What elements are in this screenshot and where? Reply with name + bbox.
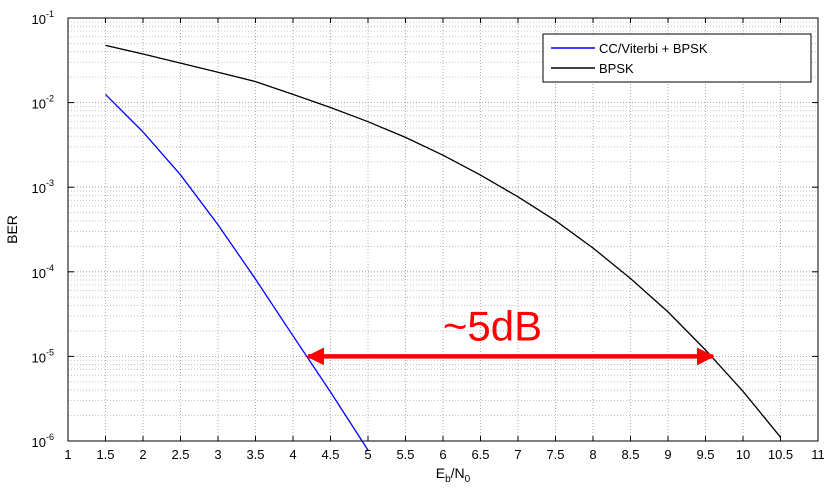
legend-label: BPSK: [599, 61, 634, 76]
x-tick-label: 3: [214, 447, 221, 462]
x-tick-label: 2.5: [171, 447, 189, 462]
series-line-cc-viterbi-bpsk: [105, 93, 369, 451]
x-tick-label: 6: [439, 447, 446, 462]
x-tick-label: 3.5: [246, 447, 264, 462]
x-tick-label: 1.5: [96, 447, 114, 462]
x-axis: 1 1.5 2 2.5 3 3.5 4 4.5 5 5.5 6 6.5 7 7.5 8 8.5 9 9.5 10 10…: [64, 18, 825, 462]
y-tick-label-base: 10: [32, 181, 46, 196]
x-tick-label: 7: [514, 447, 521, 462]
y-tick-label-exponent: -6: [46, 432, 54, 442]
series-group: [105, 44, 782, 451]
y-tick-label-exponent: -3: [46, 178, 54, 188]
y-tick-label-exponent: -1: [46, 9, 54, 19]
legend-label: CC/Viterbi + BPSK: [599, 41, 708, 56]
annotation-text: ~5dB: [443, 302, 542, 349]
x-tick-label: 9: [664, 447, 671, 462]
y-tick-label-exponent: -5: [46, 347, 54, 357]
legend-box: [542, 33, 812, 83]
y-tick-label-base: 10: [32, 12, 46, 27]
x-tick-label: 10.5: [768, 447, 793, 462]
x-tick-label: 8.5: [621, 447, 639, 462]
x-tick-label: 11: [811, 447, 825, 462]
y-tick-label: 10-3: [32, 178, 54, 196]
legend: CC/Viterbi + BPSK BPSK: [542, 33, 812, 83]
x-tick-label: 5: [364, 447, 371, 462]
x-tick-label: 5.5: [396, 447, 414, 462]
y-tick-label: 10-4: [32, 263, 54, 281]
x-tick-label: 4.5: [321, 447, 339, 462]
x-axis-label-main: E: [436, 465, 445, 481]
x-tick-label: 6.5: [471, 447, 489, 462]
y-axis: 10-610-510-410-310-210-1: [32, 9, 818, 450]
x-axis-label-mid: /N: [451, 465, 465, 481]
x-axis-label-sub1: b: [445, 474, 451, 485]
y-tick-label: 10-5: [32, 347, 54, 365]
y-tick-label-exponent: -2: [46, 94, 54, 104]
y-tick-label: 10-1: [32, 9, 54, 27]
x-tick-label: 8: [589, 447, 596, 462]
x-tick-label: 9.5: [696, 447, 714, 462]
y-tick-label: 10-2: [32, 94, 54, 112]
annotation-group: ~5dB: [306, 302, 715, 366]
x-axis-label: Eb/N0: [436, 465, 471, 485]
y-tick-label-base: 10: [32, 97, 46, 112]
series-line-bpsk: [105, 44, 782, 438]
y-tick-label-base: 10: [32, 350, 46, 365]
x-tick-label: 1: [64, 447, 71, 462]
y-tick-label-base: 10: [32, 435, 46, 450]
x-axis-label-sub2: 0: [465, 474, 471, 485]
y-axis-label: BER: [4, 215, 20, 244]
x-tick-label: 7.5: [546, 447, 564, 462]
y-tick-label-exponent: -4: [46, 263, 54, 273]
y-tick-label: 10-6: [32, 432, 54, 450]
x-tick-label: 10: [736, 447, 750, 462]
x-tick-label: 2: [139, 447, 146, 462]
x-tick-label: 4: [289, 447, 296, 462]
y-tick-label-base: 10: [32, 266, 46, 281]
